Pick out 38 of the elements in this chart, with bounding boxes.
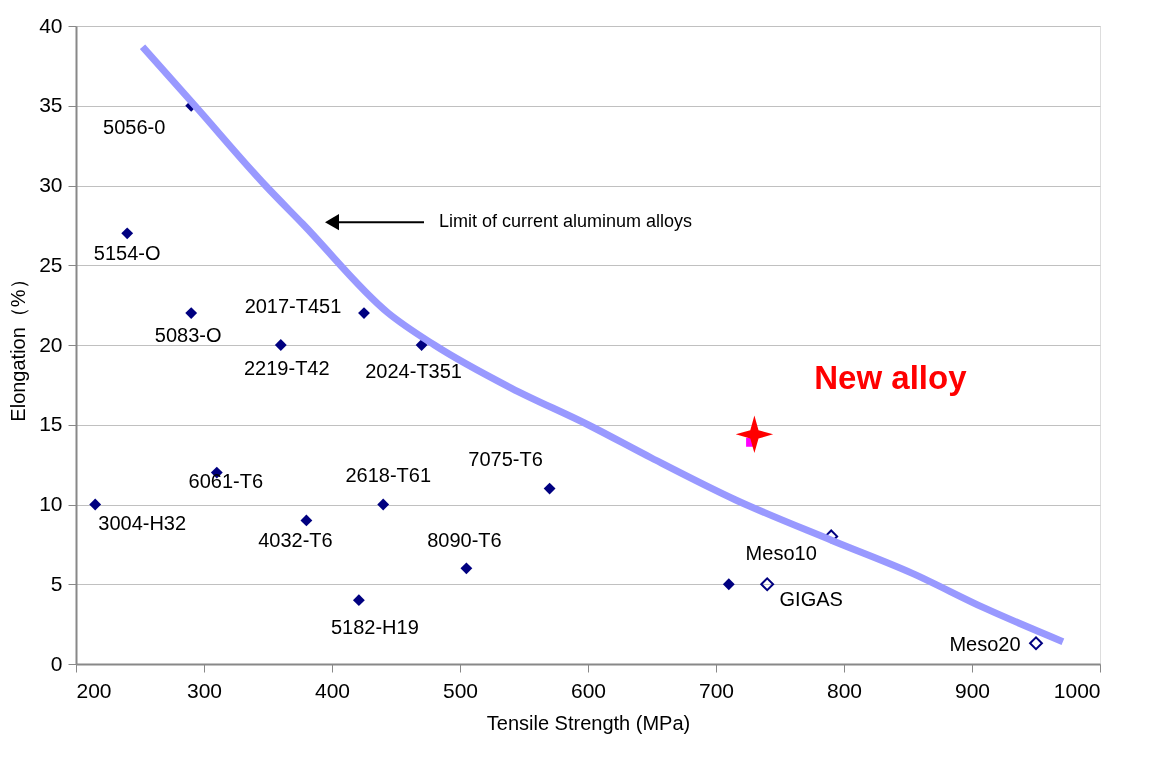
annotation: 4032-T6 (258, 529, 333, 552)
annotation: 2618-T61 (345, 463, 432, 486)
annotation: New alloy (814, 359, 968, 397)
x-tick-label: 700 (698, 678, 735, 702)
annotation: 5154-O (93, 242, 161, 265)
annotation: 5182-H19 (330, 616, 419, 639)
annotation: 2024-T351 (365, 360, 462, 382)
annotation: GIGAS (779, 588, 843, 611)
y-tick-label: 10 (39, 492, 63, 515)
y-tick-label: 15 (39, 412, 63, 436)
y-tick-label: 5 (50, 571, 63, 595)
annotation: 2017-T451 (244, 295, 342, 318)
y-tick-label: 35 (39, 93, 63, 117)
x-tick-label: 500 (442, 678, 479, 702)
y-tick-label: 40 (39, 13, 63, 37)
annotation: 8090-T6 (427, 529, 502, 552)
x-tick-label: 400 (314, 678, 351, 702)
x-tick-label: 800 (826, 678, 863, 702)
y-axis-title: Elongation（%） (7, 269, 30, 422)
annotation: 5083-O (154, 324, 222, 347)
annotation: Meso10 (745, 542, 817, 565)
annotation: 3004-H32 (98, 511, 187, 534)
annotation: 5056-0 (103, 115, 166, 138)
annotation: 2219-T42 (243, 357, 330, 379)
y-tick-label: 0 (50, 651, 63, 675)
x-tick-label: 300 (186, 678, 223, 702)
x-tick-label: 900 (954, 678, 991, 702)
x-tick-label: 600 (570, 678, 607, 702)
annotation: 6061-T6 (188, 469, 264, 492)
x-axis-title: Tensile Strength (MPa) (486, 711, 691, 734)
annotation: 7075-T6 (468, 447, 543, 470)
x-tick-label: 1000 (1053, 678, 1101, 702)
y-tick-label: 25 (39, 252, 63, 276)
annotation: Meso20 (949, 633, 1021, 656)
y-tick-label: 30 (39, 173, 63, 196)
x-tick-label: 200 (76, 678, 112, 702)
y-tick-label: 20 (39, 332, 63, 356)
annotation: Limit of current aluminum alloys (439, 211, 693, 232)
